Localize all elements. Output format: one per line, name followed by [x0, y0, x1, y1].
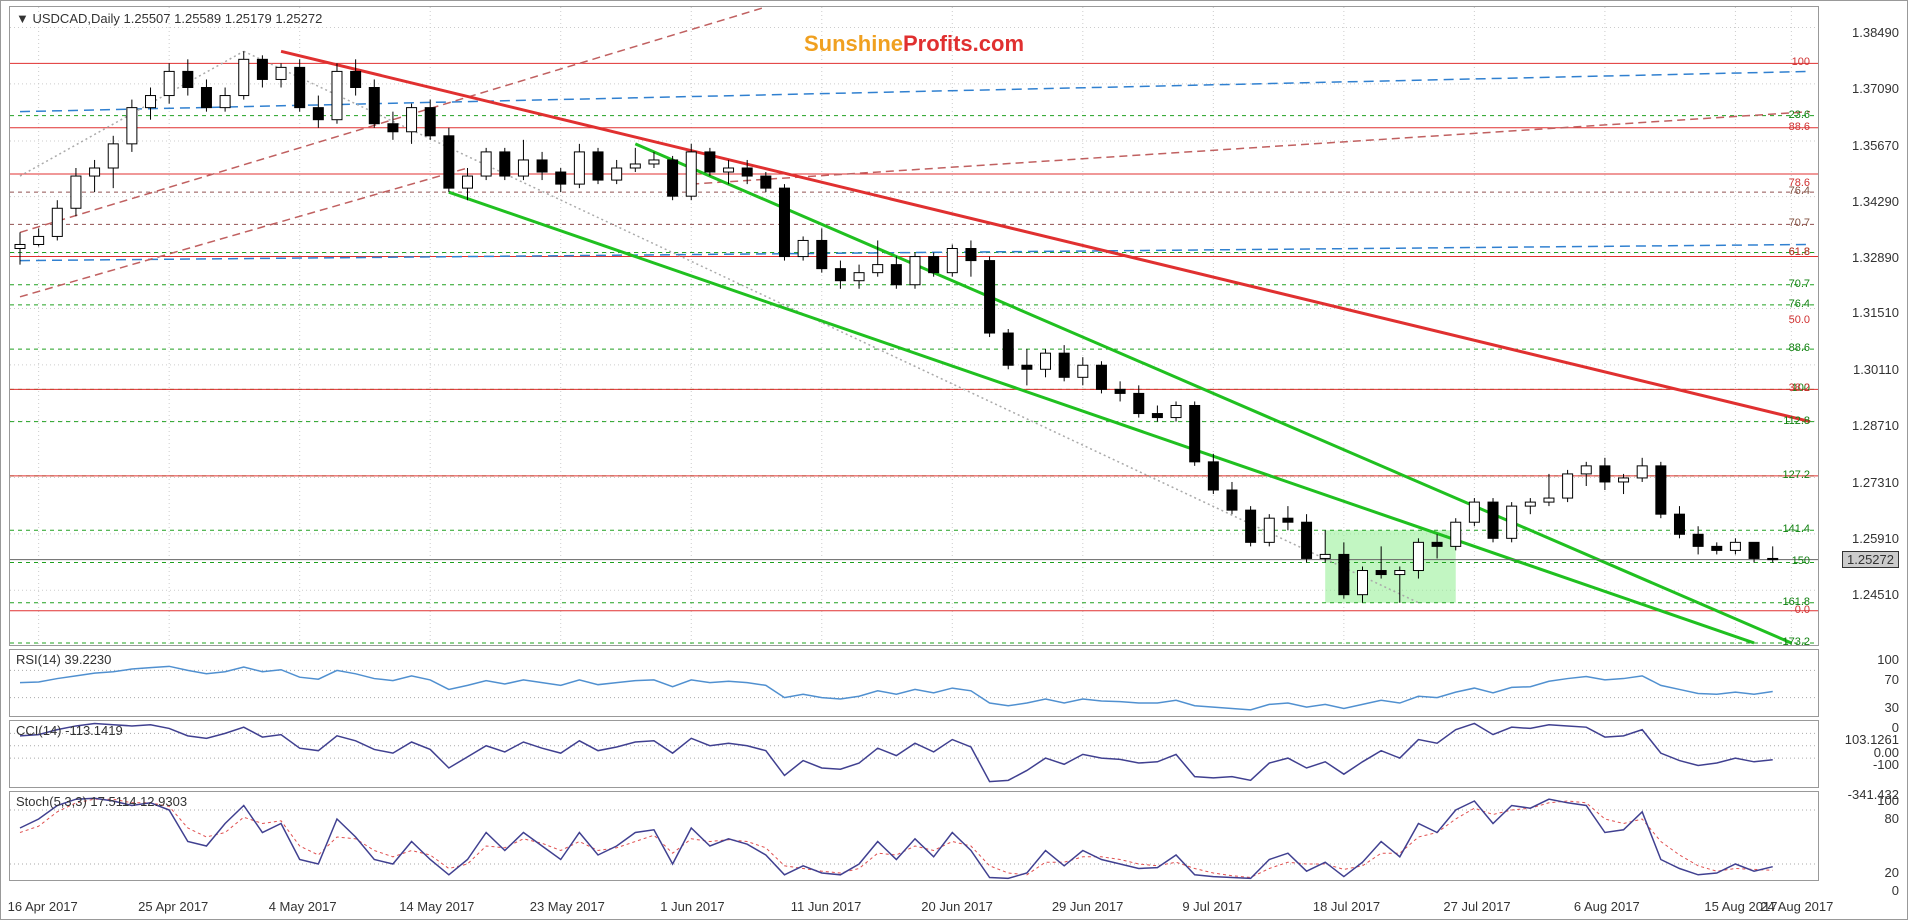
- stoch-panel[interactable]: Stoch(5,3,3) 17.5114 12.9303: [9, 791, 1819, 881]
- rsi-panel[interactable]: RSI(14) 39.2230: [9, 649, 1819, 717]
- cci-panel[interactable]: CCI(14) -113.1419: [9, 720, 1819, 788]
- main-price-chart[interactable]: ▼ USDCAD,Daily 1.25507 1.25589 1.25179 1…: [9, 6, 1819, 646]
- cci-label: CCI(14) -113.1419: [16, 723, 123, 738]
- chart-container: ▼ USDCAD,Daily 1.25507 1.25589 1.25179 1…: [0, 0, 1908, 920]
- chart-header: ▼ USDCAD,Daily 1.25507 1.25589 1.25179 1…: [16, 11, 322, 26]
- cci-svg: [10, 721, 1819, 788]
- watermark: SunshineProfits.com: [804, 31, 1024, 57]
- main-svg: [10, 7, 1819, 646]
- stoch-svg: [10, 792, 1819, 881]
- rsi-svg: [10, 650, 1819, 717]
- rsi-label: RSI(14) 39.2230: [16, 652, 111, 667]
- y-axis: 1.384901.370901.356701.342901.328901.315…: [1819, 6, 1907, 876]
- stoch-label: Stoch(5,3,3) 17.5114 12.9303: [16, 794, 187, 809]
